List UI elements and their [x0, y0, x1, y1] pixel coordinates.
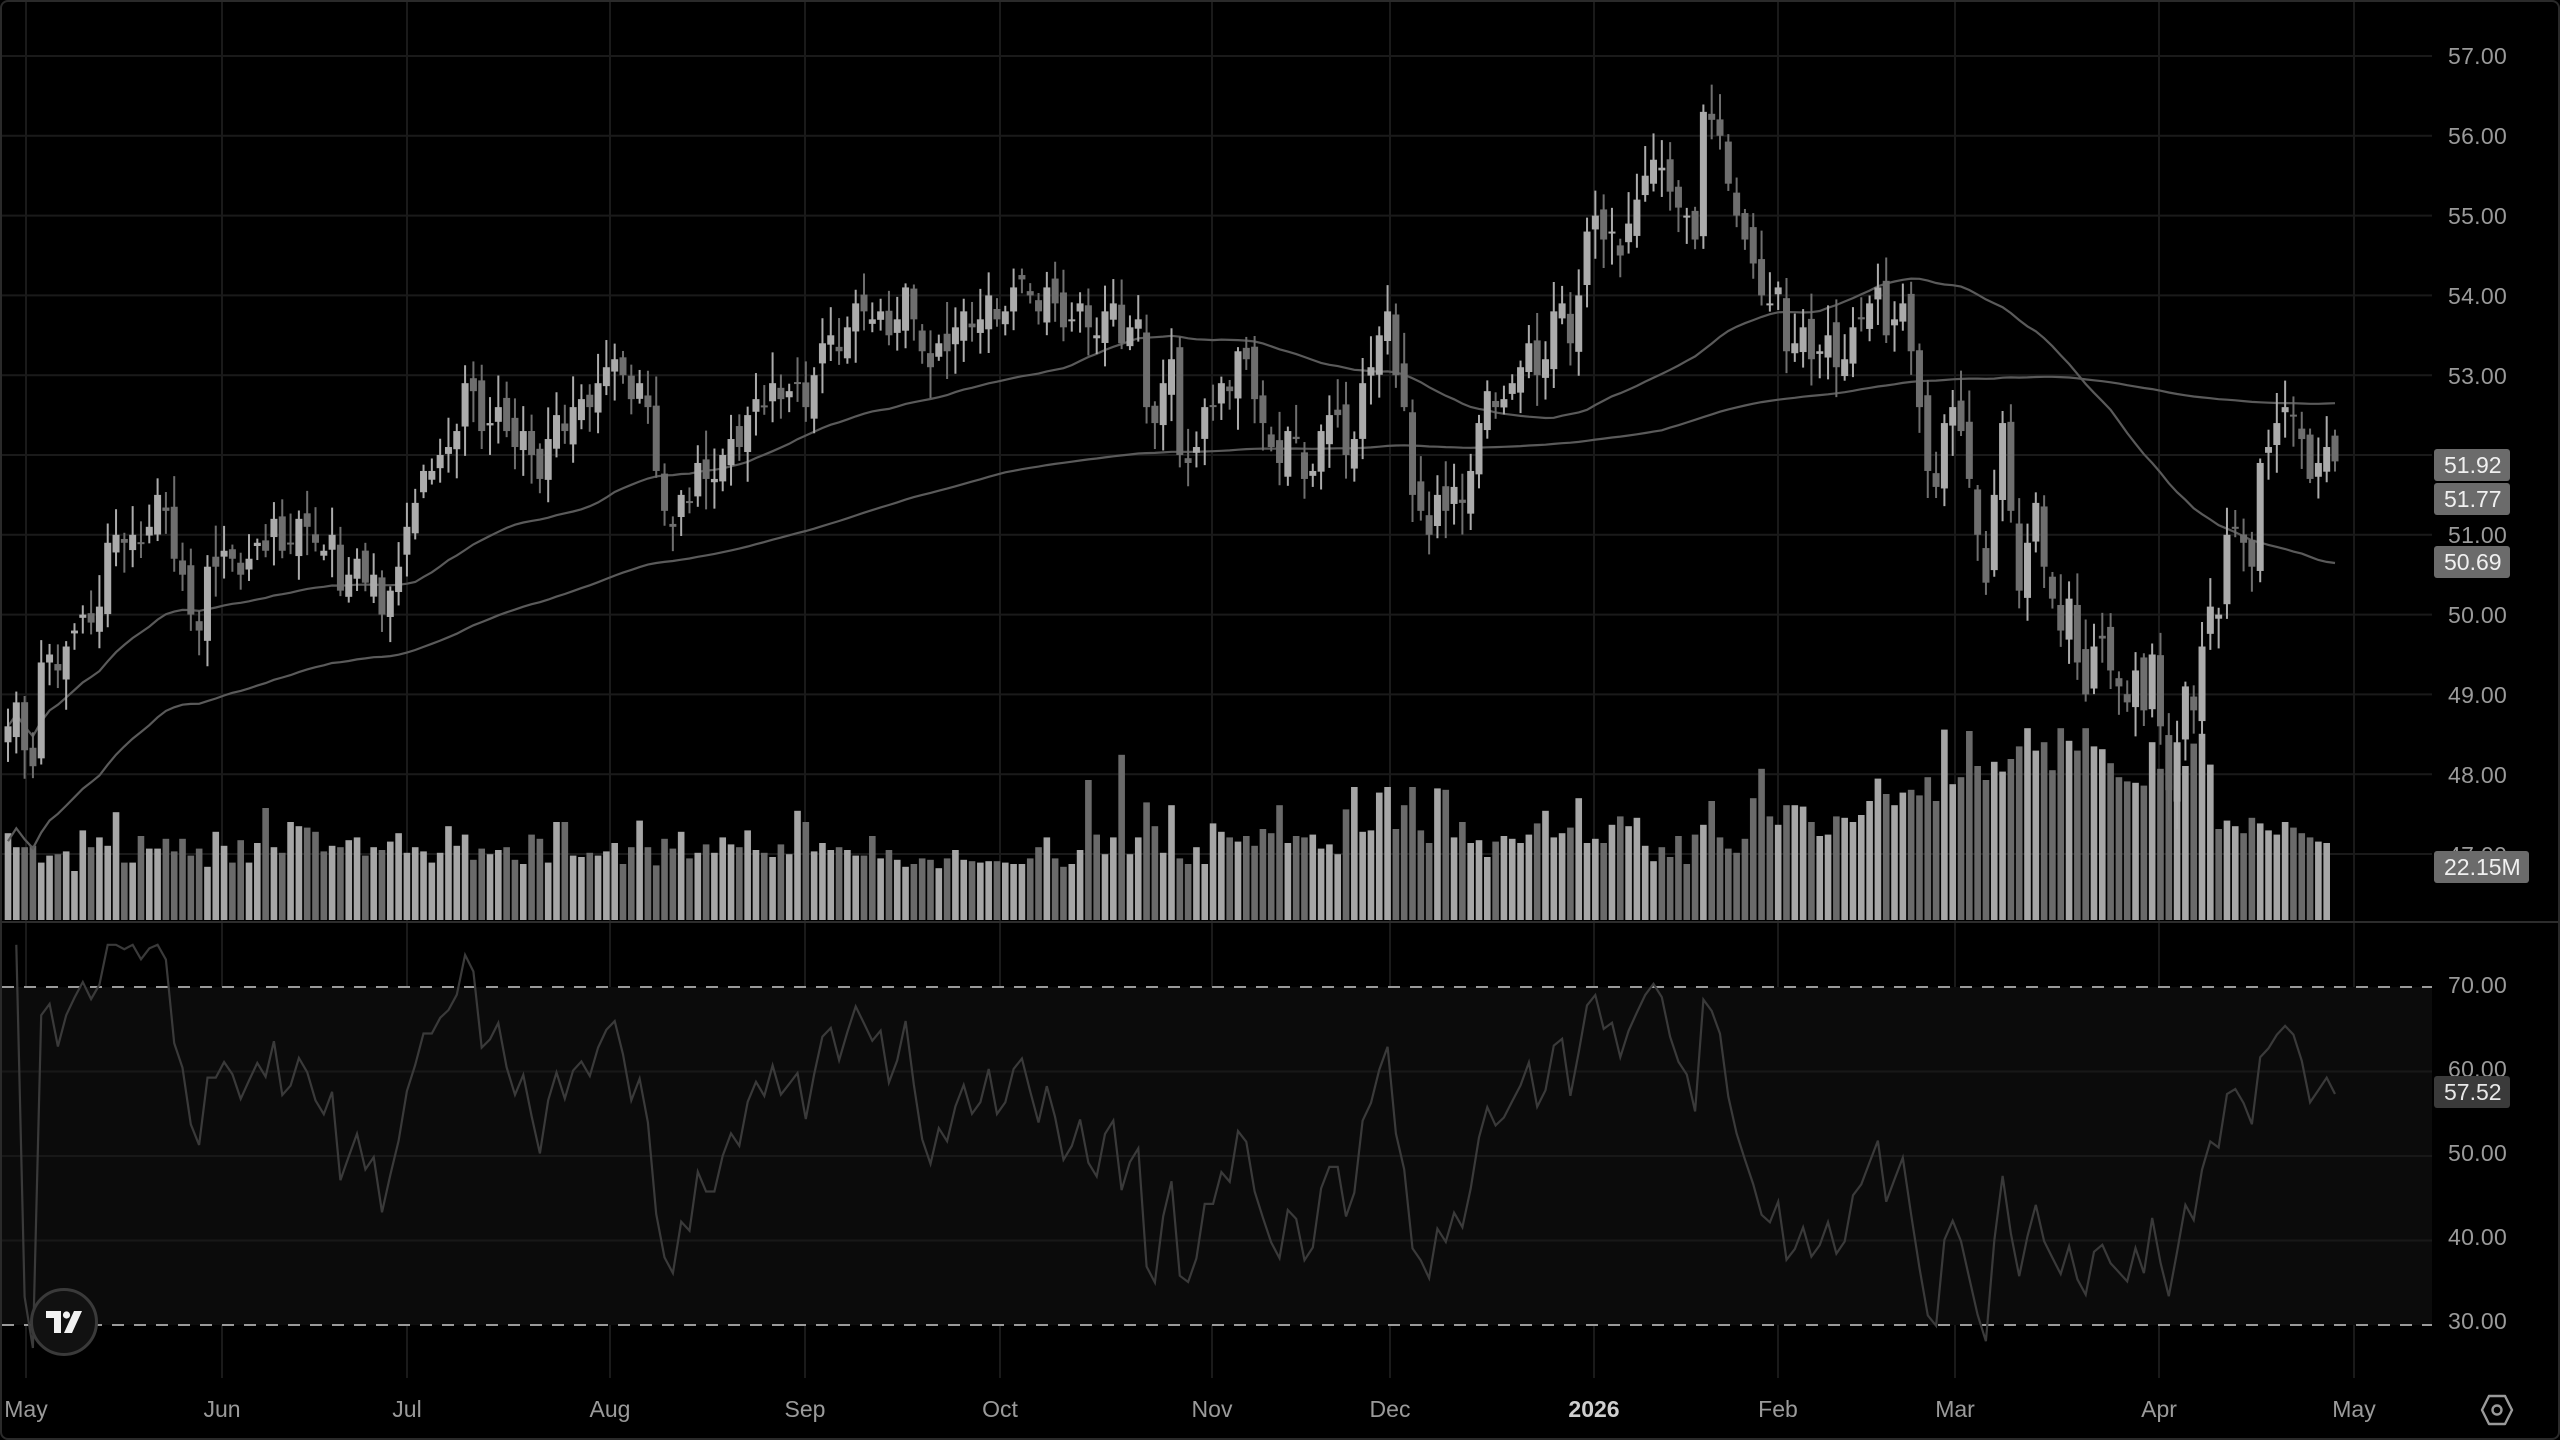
price-tick: 56.00 — [2448, 123, 2508, 149]
x-tick-jul: Jul — [392, 1396, 422, 1422]
x-tick-mar: Mar — [1935, 1396, 1975, 1422]
rsi-tick: 40.00 — [2448, 1224, 2508, 1250]
x-tick-feb: Feb — [1758, 1396, 1798, 1422]
settings-hexagon-icon[interactable] — [2480, 1393, 2514, 1427]
tradingview-logo-icon[interactable] — [30, 1288, 98, 1356]
price-tick: 54.00 — [2448, 283, 2508, 309]
rsi-line — [15, 943, 2336, 1349]
price-tick: 55.00 — [2448, 203, 2508, 229]
sma-slow-tag: 50.69 — [2434, 546, 2510, 578]
last-price-tag: 51.92 — [2434, 449, 2510, 481]
price-tick: 48.00 — [2448, 762, 2508, 788]
x-tick-2026: 2026 — [1568, 1396, 1620, 1422]
x-tick-dec: Dec — [1369, 1396, 1411, 1422]
price-tick: 53.00 — [2448, 363, 2508, 389]
x-tick-oct: Oct — [982, 1396, 1018, 1422]
price-tick: 49.00 — [2448, 682, 2508, 708]
x-tick-sep: Sep — [784, 1396, 826, 1422]
x-tick-may: May — [4, 1396, 48, 1422]
tradingview-logo-glyph — [46, 1311, 82, 1333]
rsi-tick: 70.00 — [2448, 972, 2508, 998]
price-tick: 51.00 — [2448, 522, 2508, 548]
x-tick-aug: Aug — [589, 1396, 631, 1422]
x-tick-nov: Nov — [1191, 1396, 1233, 1422]
rsi-last-tag: 57.52 — [2434, 1076, 2510, 1108]
rsi-tick: 50.00 — [2448, 1140, 2508, 1166]
rsi-tick: 30.00 — [2448, 1308, 2508, 1334]
sma-fast-tag: 51.77 — [2434, 483, 2510, 515]
x-tick-may-2: May — [2332, 1396, 2376, 1422]
x-tick-apr: Apr — [2141, 1396, 2177, 1422]
volume-last-tag: 22.15M — [2434, 851, 2529, 883]
price-tick: 50.00 — [2448, 602, 2508, 628]
rsi-band — [2, 986, 2432, 1326]
candlesticks — [4, 84, 2339, 829]
price-tick: 57.00 — [2448, 43, 2508, 69]
gear-icon — [2480, 1394, 2514, 1426]
volume-bars — [4, 728, 2330, 920]
x-tick-jun: Jun — [203, 1396, 241, 1422]
